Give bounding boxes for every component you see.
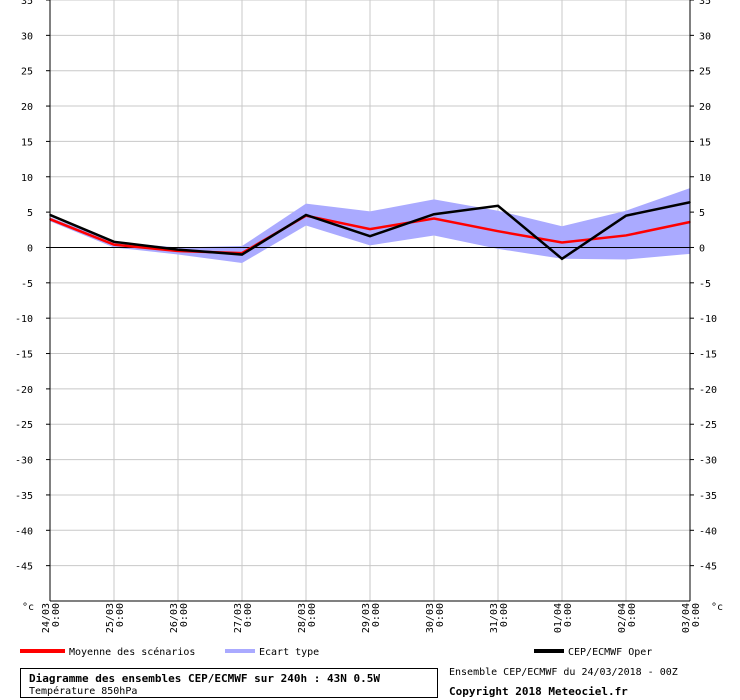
y-tick-label-left: 10 xyxy=(21,173,33,184)
y-tick-label-right: 0 xyxy=(699,243,705,254)
y-tick-label-right: -45 xyxy=(699,562,717,573)
x-tick-label-time: 0:00 xyxy=(371,603,382,627)
x-tick-label-date: 24/03 xyxy=(41,603,52,633)
y-tick-label-left: 25 xyxy=(21,67,33,78)
run-info: Ensemble CEP/ECMWF du 24/03/2018 - 00Z xyxy=(449,667,678,678)
x-tick-label-date: 29/03 xyxy=(361,603,372,633)
x-tick-label-date: 01/04 xyxy=(553,603,564,633)
oper-point xyxy=(561,257,563,260)
x-tick-label-time: 0:00 xyxy=(691,603,702,627)
x-tick-label-date: 03/04 xyxy=(681,603,692,633)
y-tick-label-left: -35 xyxy=(15,491,33,502)
y-tick-label-left: 0 xyxy=(27,243,33,254)
y-tick-label-right: -35 xyxy=(699,491,717,502)
mean-point xyxy=(497,230,499,233)
x-tick-label-time: 0:00 xyxy=(627,603,638,627)
y-tick-label-left: -20 xyxy=(15,385,33,396)
oper-point xyxy=(177,248,179,251)
chart-title: Diagramme des ensembles CEP/ECMWF sur 24… xyxy=(29,672,380,685)
mean-point xyxy=(433,217,435,220)
mean-point xyxy=(625,234,627,237)
chart-subtitle: Température 850hPa xyxy=(29,686,138,697)
x-tick-label-date: 27/03 xyxy=(233,603,244,633)
mean-point xyxy=(113,243,115,246)
legend-swatch-spread xyxy=(225,649,255,653)
oper-point xyxy=(305,214,307,216)
oper-point xyxy=(241,253,243,256)
y-tick-label-left: -40 xyxy=(15,526,33,537)
y-tick-label-right: -15 xyxy=(699,350,717,361)
y-tick-label-right: -10 xyxy=(699,314,717,325)
y-tick-label-right: -5 xyxy=(699,279,711,290)
y-tick-label-left: 20 xyxy=(21,102,33,113)
legend-swatch-mean xyxy=(20,649,65,653)
y-tick-label-right: 35 xyxy=(699,0,711,7)
chart-title-box: Diagramme des ensembles CEP/ECMWF sur 24… xyxy=(20,668,438,698)
y-tick-label-left: -15 xyxy=(15,350,33,361)
y-tick-label-right: 10 xyxy=(699,173,711,184)
x-tick-label-time: 0:00 xyxy=(435,603,446,627)
x-tick-label-date: 26/03 xyxy=(169,603,180,633)
x-tick-label-date: 31/03 xyxy=(489,603,500,633)
oper-point xyxy=(369,235,371,237)
y-tick-label-left: 5 xyxy=(27,208,33,219)
mean-point xyxy=(369,228,371,230)
copyright: Copyright 2018 Meteociel.fr xyxy=(449,685,628,698)
legend-label-mean: Moyenne des scénarios xyxy=(69,646,195,658)
legend-label-spread: Ecart type xyxy=(259,647,319,658)
y-tick-label-right: -25 xyxy=(699,420,717,431)
y-tick-label-left: -5 xyxy=(21,279,33,290)
x-tick-label-time: 0:00 xyxy=(179,603,190,627)
x-tick-label-time: 0:00 xyxy=(307,603,318,627)
spread-band xyxy=(50,188,690,264)
y-tick-label-right: 25 xyxy=(699,67,711,78)
oper-point xyxy=(433,213,435,216)
y-tick-label-left: -10 xyxy=(15,314,33,325)
y-unit-left: °c xyxy=(22,602,34,613)
y-unit-right: °c xyxy=(711,602,723,613)
x-tick-label-date: 25/03 xyxy=(105,603,116,633)
x-tick-label-time: 0:00 xyxy=(51,603,62,627)
x-tick-label-date: 30/03 xyxy=(425,603,436,633)
x-tick-label-time: 0:00 xyxy=(115,603,126,627)
y-tick-label-right: 15 xyxy=(699,137,711,148)
x-tick-label-date: 28/03 xyxy=(297,603,308,633)
y-tick-label-right: 30 xyxy=(699,31,711,42)
y-tick-label-right: -40 xyxy=(699,526,717,537)
oper-point xyxy=(625,214,627,217)
x-tick-label-time: 0:00 xyxy=(243,603,254,627)
oper-point xyxy=(497,204,499,207)
legend-label-oper: CEP/ECMWF Oper xyxy=(568,647,652,658)
x-tick-label-date: 02/04 xyxy=(617,603,628,633)
x-tick-label-time: 0:00 xyxy=(499,603,510,627)
y-tick-label-left: -45 xyxy=(15,562,33,573)
oper-point xyxy=(113,241,115,243)
y-tick-label-right: 20 xyxy=(699,102,711,113)
legend-swatch-oper xyxy=(534,649,564,653)
x-tick-label-time: 0:00 xyxy=(563,603,574,627)
y-tick-label-left: 30 xyxy=(21,31,33,42)
y-tick-label-right: -20 xyxy=(699,385,717,396)
mean-point xyxy=(561,241,563,244)
y-tick-label-right: 5 xyxy=(699,208,705,219)
y-tick-label-right: -30 xyxy=(699,456,717,467)
y-tick-label-left: -25 xyxy=(15,420,33,431)
y-tick-label-left: 15 xyxy=(21,137,33,148)
y-tick-label-left: 35 xyxy=(21,0,33,7)
y-tick-label-left: -30 xyxy=(15,456,33,467)
